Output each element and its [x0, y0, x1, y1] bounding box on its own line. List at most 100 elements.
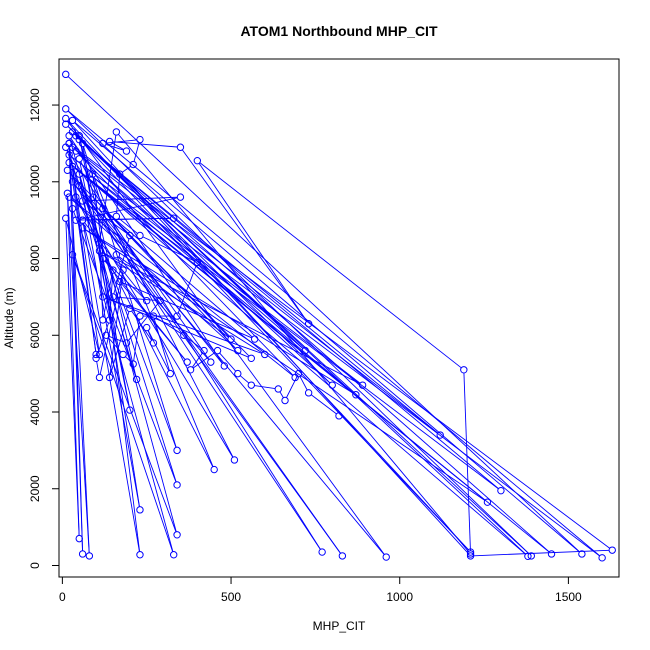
data-point [65, 151, 73, 159]
data-point [72, 216, 80, 224]
series-segment [69, 158, 97, 352]
data-point [193, 258, 202, 267]
data-point [460, 366, 468, 374]
data-point [85, 552, 94, 560]
data-point [62, 105, 70, 113]
series-segment [219, 352, 237, 372]
data-point [335, 412, 343, 420]
data-point [99, 293, 107, 301]
data-point [68, 116, 77, 125]
series-segment [73, 211, 177, 483]
data-point [294, 369, 303, 378]
data-point [68, 143, 77, 151]
data-point [129, 360, 137, 368]
data-point [99, 254, 107, 263]
data-point [200, 346, 208, 355]
series-segment [105, 139, 137, 144]
data-point [166, 369, 175, 378]
series-segment [109, 335, 124, 343]
series-segment [147, 330, 170, 371]
series-segment [112, 141, 178, 148]
series-segment [299, 376, 308, 391]
series-segment [108, 337, 122, 353]
series-segment [133, 142, 140, 162]
series-segment [85, 229, 486, 501]
data-point [318, 548, 326, 556]
series-segment [66, 221, 100, 352]
series-segment [128, 302, 159, 341]
series-segment [91, 175, 354, 394]
data-point [136, 551, 144, 559]
series-segment [99, 135, 117, 241]
series-segment [66, 150, 177, 448]
data-point [62, 70, 70, 79]
data-point [109, 293, 117, 301]
data-point [78, 550, 87, 558]
data-point [466, 550, 475, 558]
data-point [382, 553, 390, 561]
series-segment [77, 153, 294, 376]
x-tick-label: 500 [221, 590, 241, 604]
series-segment [84, 202, 128, 234]
series-segment [109, 273, 114, 317]
data-point [173, 531, 181, 539]
data-point [129, 160, 137, 169]
series-segment [78, 197, 178, 220]
series-segment [104, 211, 210, 360]
data-point [207, 358, 215, 366]
series-segment [74, 149, 331, 384]
data-point [136, 135, 144, 144]
series-segment [67, 126, 331, 384]
series-segment [102, 251, 360, 385]
x-axis-label: MHP_CIT [313, 619, 366, 633]
data-point [304, 389, 313, 397]
data-point [227, 335, 235, 343]
data-point [116, 170, 124, 178]
series-segment [85, 229, 354, 394]
data-point [99, 204, 107, 213]
data-point [466, 548, 475, 556]
series-segment [74, 183, 385, 555]
data-point [247, 354, 255, 362]
data-point [338, 552, 347, 560]
series-segment [65, 221, 80, 536]
data-point [234, 346, 242, 355]
y-tick-label: 0 [28, 562, 42, 569]
series-segment [69, 172, 223, 364]
data-point [173, 481, 181, 489]
series-segment [73, 257, 174, 552]
series-segment [110, 311, 130, 375]
y-tick-label: 4000 [28, 398, 42, 425]
data-point [75, 132, 83, 140]
series-segment [74, 133, 469, 551]
data-point [63, 189, 72, 197]
data-point [281, 396, 289, 405]
series-segment [96, 361, 100, 375]
data-point [176, 143, 185, 151]
data-point [186, 366, 195, 374]
data-point [149, 312, 158, 320]
series-segment [74, 168, 486, 501]
series-segment [199, 162, 462, 369]
series-segment [74, 168, 499, 490]
y-tick-label: 12000 [28, 88, 42, 122]
data-point [143, 323, 151, 332]
series-lines [65, 76, 610, 557]
data-point [352, 391, 360, 399]
series-segment [77, 152, 304, 349]
series-segment [142, 236, 195, 262]
series-segment [73, 257, 177, 532]
data-point [210, 465, 218, 474]
data-point [78, 197, 87, 205]
series-segment [85, 196, 178, 202]
data-point [524, 552, 532, 560]
series-segment [116, 177, 120, 214]
data-point [180, 331, 188, 339]
series-segment [131, 310, 153, 341]
data-point [136, 312, 144, 320]
series-segment [99, 273, 123, 375]
series-segment [81, 141, 499, 489]
data-point [436, 431, 444, 439]
y-tick-label: 8000 [28, 245, 42, 272]
y-tick-label: 6000 [28, 322, 42, 349]
